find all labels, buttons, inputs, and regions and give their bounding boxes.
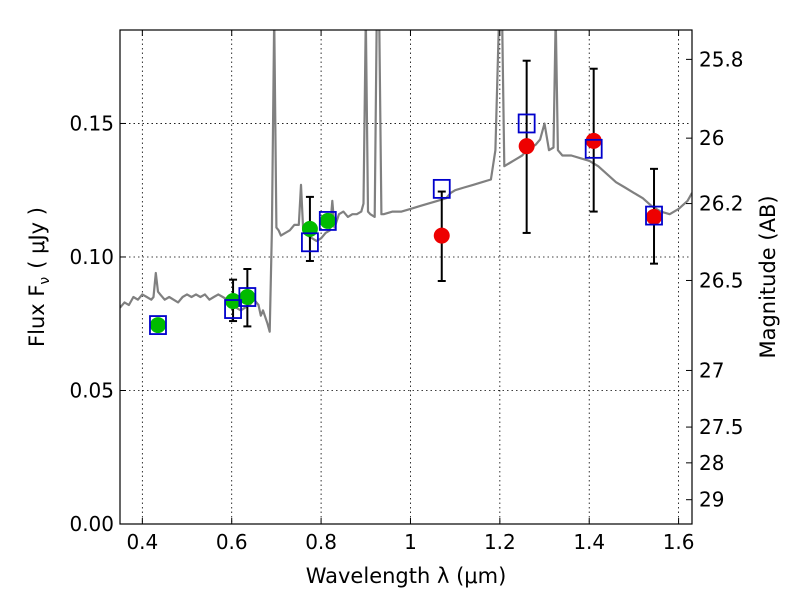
y-tick-label: 0.10 — [69, 245, 114, 269]
model-photometry-square — [301, 232, 319, 253]
y-axis-title: Flux Fν ( μJy ) — [25, 207, 53, 347]
y2-tick-label: 26.5 — [699, 268, 744, 292]
y-axis-title-main: Flux F — [25, 285, 49, 347]
axes: 0.4 0.6 0.8 1 1.2 1.4 1.6 0.00 0.05 0.10 0.15 25.8 2… — [69, 30, 744, 554]
model-photometry-square — [517, 113, 536, 134]
x-tick-label: 0.6 — [216, 530, 248, 554]
y2-tick-label: 29 — [699, 488, 724, 512]
y2-axis-title: Magnitude (AB) — [756, 195, 780, 358]
y2-tick-label: 27 — [699, 358, 724, 382]
green-data-point — [149, 317, 166, 334]
x-axis-title: Wavelength λ (μm) — [306, 564, 507, 588]
model-spectrum-line — [120, 30, 692, 333]
y-axis-title-subscript: ν — [37, 277, 53, 285]
x-tick-label: 0.8 — [305, 530, 337, 554]
svg-text:Flux Fν( μJy ): Flux Fν ( μJy ) — [25, 207, 53, 347]
y-tick-label: 0.00 — [69, 512, 114, 536]
plot-frame — [119, 29, 693, 525]
model-photometry-square — [432, 178, 451, 199]
y2-tick-label: 27.5 — [699, 415, 744, 439]
y2-tick-label: 28 — [699, 451, 724, 475]
red-data-point — [433, 227, 450, 244]
x-tick-label: 1.2 — [484, 530, 516, 554]
model-photometry-square — [645, 205, 663, 226]
model-photometry-square — [584, 138, 603, 159]
data-layer — [120, 30, 692, 335]
red-data-point — [518, 138, 535, 155]
model-photometry-square — [224, 299, 242, 319]
y2-tick-label: 26.2 — [699, 192, 744, 216]
red-data-point — [585, 132, 602, 149]
y2-tick-label: 25.8 — [699, 47, 744, 71]
x-tick-label: 0.4 — [126, 530, 158, 554]
y-tick-label: 0.05 — [69, 378, 114, 402]
model-photometry-square — [318, 211, 337, 231]
red-data-point — [646, 208, 663, 225]
x-tick-label: 1.4 — [573, 530, 605, 554]
y-tick-label: 0.15 — [69, 111, 114, 135]
model-photometry-square — [149, 315, 167, 335]
green-data-point — [239, 289, 256, 306]
green-data-point — [319, 212, 336, 229]
model-photometry-square — [238, 287, 257, 307]
x-tick-label: 1.6 — [663, 530, 695, 554]
y-axis-title-unit: ( μJy ) — [25, 207, 49, 269]
x-tick-label: 1 — [404, 530, 417, 554]
green-data-point — [225, 293, 242, 310]
y2-tick-label: 26 — [699, 126, 724, 150]
grid — [120, 30, 692, 525]
